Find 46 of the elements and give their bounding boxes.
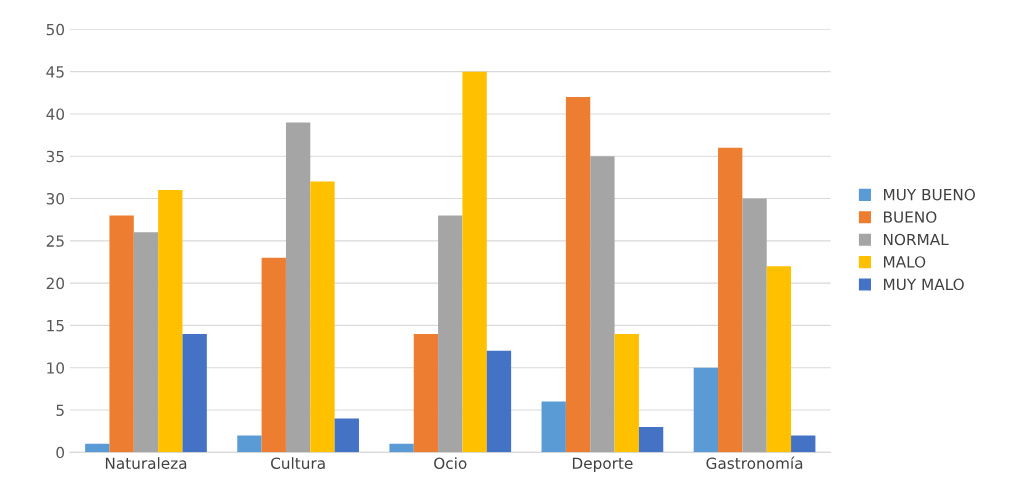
bar bbox=[389, 443, 414, 453]
y-tick-label: 50 bbox=[46, 23, 65, 36]
y-tick-label: 25 bbox=[46, 235, 64, 247]
y-tick-label: 10 bbox=[47, 362, 65, 374]
bar bbox=[133, 232, 159, 453]
legend-label: BUENO bbox=[884, 211, 937, 223]
bar bbox=[109, 215, 134, 453]
y-tick-label: 5 bbox=[56, 404, 64, 417]
y-tick-label: 35 bbox=[46, 150, 64, 163]
bar bbox=[742, 198, 767, 453]
bar bbox=[413, 333, 439, 453]
bar bbox=[766, 266, 792, 453]
bar bbox=[334, 418, 359, 453]
x-tick-label: Cultura bbox=[271, 457, 325, 470]
bar bbox=[261, 257, 286, 453]
bar bbox=[486, 350, 512, 453]
x-tick-label: Naturaleza bbox=[105, 457, 187, 470]
y-tick-label: 45 bbox=[46, 66, 64, 78]
legend-label: MUY MALO bbox=[884, 278, 964, 291]
bar bbox=[791, 435, 816, 453]
legend-label: NORMAL bbox=[884, 233, 949, 246]
y-tick-label: 20 bbox=[46, 277, 65, 290]
bar bbox=[285, 122, 311, 453]
bar bbox=[638, 426, 664, 453]
y-tick-label: 40 bbox=[46, 108, 65, 120]
bar bbox=[158, 190, 183, 453]
bar bbox=[541, 401, 566, 453]
x-tick-label: Gastronomía bbox=[706, 456, 803, 470]
bar bbox=[718, 147, 743, 453]
bar bbox=[182, 333, 207, 453]
bar bbox=[693, 367, 719, 453]
y-tick-label: 15 bbox=[47, 320, 64, 332]
bar bbox=[462, 71, 487, 453]
bar bbox=[438, 215, 463, 453]
bar bbox=[590, 156, 615, 453]
legend-label: MUY BUENO bbox=[884, 188, 975, 201]
bar bbox=[614, 333, 639, 453]
x-tick-label: Ocio bbox=[434, 457, 467, 470]
bar bbox=[237, 435, 262, 453]
bar bbox=[310, 181, 335, 453]
legend-label: MALO bbox=[884, 256, 926, 268]
bar bbox=[565, 97, 591, 453]
y-tick-label: 0 bbox=[56, 446, 65, 459]
bar bbox=[85, 443, 110, 453]
x-tick-label: Deporte bbox=[572, 457, 633, 472]
y-tick-label: 30 bbox=[46, 193, 65, 205]
